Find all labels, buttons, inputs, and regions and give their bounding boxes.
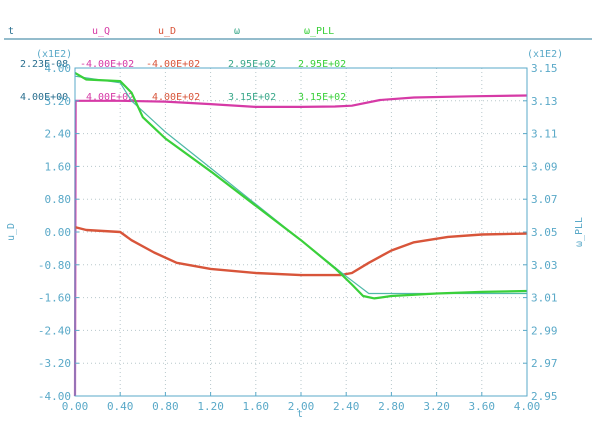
legend-max-ud: 4.00E+02 (152, 92, 201, 103)
legend-col-uq: u_Q -4.00E+02 4.00E+02 (80, 4, 134, 114)
legend-name-omega: ω (234, 26, 241, 37)
legend-min-t: 2.23E-08 (20, 59, 69, 70)
y-tick-label-left: -4.00 (38, 390, 71, 403)
y-tick-label-right: 3.03 (531, 259, 558, 272)
y-tick-label-left: -3.20 (38, 357, 71, 370)
series-pll (74, 71, 528, 300)
y-tick-label-left: 1.60 (45, 160, 72, 173)
y-tick-label-right: 3.13 (531, 95, 558, 108)
x-tick-label: 0.80 (152, 400, 179, 413)
x-tick-label: 3.20 (423, 400, 450, 413)
right-scale-label: (x1E2) (527, 49, 563, 60)
x-tick-label: 4.00 (514, 400, 541, 413)
legend-max-uq: 4.00E+02 (86, 92, 135, 103)
y-tick-label-right: 2.97 (531, 357, 558, 370)
x-tick-label: 2.00 (288, 400, 315, 413)
x-tick-label: 3.60 (469, 400, 496, 413)
x-axis-label: t (297, 409, 303, 420)
y-tick-label-right: 2.99 (531, 324, 558, 337)
y-tick-label-right: 3.09 (531, 160, 558, 173)
series-ud (74, 225, 528, 277)
y-tick-label-left: 4.00 (45, 62, 72, 75)
legend-max-omega-pll: 3.15E+02 (298, 92, 347, 103)
x-tick-label: 0.00 (62, 400, 89, 413)
legend-col-omega-pll: ω_PLL 2.95E+02 3.15E+02 (292, 4, 346, 114)
y-tick-label-left: -2.40 (38, 324, 71, 337)
x-tick-label: 2.40 (333, 400, 360, 413)
x-tick-label: 1.20 (197, 400, 224, 413)
x-tick-label: 2.80 (378, 400, 405, 413)
y-tick-label-left: -1.60 (38, 292, 71, 305)
legend-col-omega: ω 2.95E+02 3.15E+02 (222, 4, 276, 114)
legend-name-omega-pll: ω_PLL (304, 26, 335, 37)
legend-max-t: 4.00E+00 (20, 92, 69, 103)
legend-min-ud: -4.00E+02 (146, 59, 201, 70)
y-tick-label-left: 3.20 (45, 95, 72, 108)
legend-min-uq: -4.00E+02 (80, 59, 135, 70)
legend-name-ud: u_D (158, 26, 177, 37)
legend-col-t: t 2.23E-08 4.00E+00 (8, 4, 68, 114)
series- (74, 75, 527, 295)
y-tick-label-right: 3.07 (531, 193, 558, 206)
legend-name-t: t (8, 26, 15, 37)
y-tick-label-right: 3.11 (531, 128, 558, 141)
series-uq (73, 94, 528, 397)
y-tick-label-left: 0.00 (45, 226, 72, 239)
series-lines (73, 71, 528, 397)
y-tick-label-left: 2.40 (45, 128, 72, 141)
left-scale-label: (x1E2) (36, 49, 72, 60)
y-tick-label-right: 3.15 (531, 62, 558, 75)
ticks: 0.00 0.40 0.80 1.20 1.60 2.00 2.40 2.80 3.20 3.60… (38, 62, 558, 413)
legend-max-omega: 3.15E+02 (228, 92, 277, 103)
legend-min-omega-pll: 2.95E+02 (298, 59, 347, 70)
legend-min-omega: 2.95E+02 (228, 59, 277, 70)
y-axis-label-right: ω_PLL (574, 217, 585, 247)
y-tick-label-right: 2.95 (531, 390, 558, 403)
x-tick-label: 1.60 (243, 400, 270, 413)
legend-col-ud: u_D -4.00E+02 4.00E+02 (146, 4, 200, 114)
x-tick-label: 0.40 (107, 400, 134, 413)
y-axis-label-left: u_D (6, 223, 17, 241)
legend-name-uq: u_Q (92, 26, 111, 37)
y-tick-label-right: 3.01 (531, 292, 558, 305)
y-tick-label-right: 3.05 (531, 226, 558, 239)
y-tick-label-left: 0.80 (45, 193, 72, 206)
y-tick-label-left: -0.80 (38, 259, 71, 272)
